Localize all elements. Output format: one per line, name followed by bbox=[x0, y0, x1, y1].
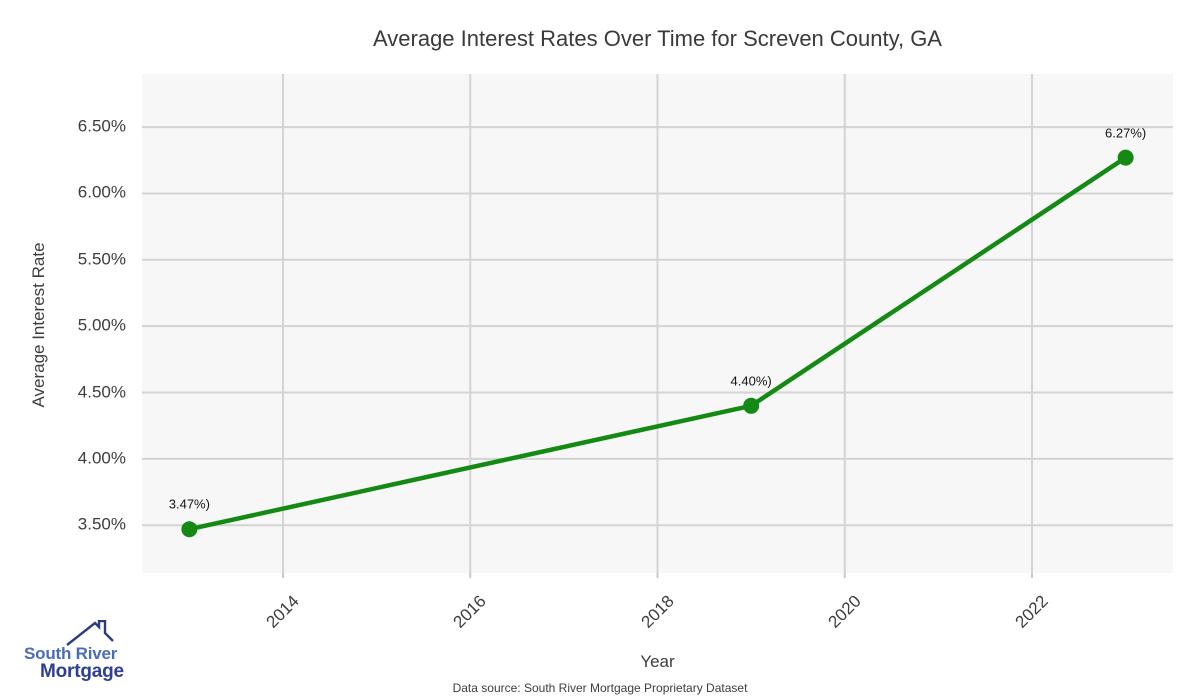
x-axis-title: Year bbox=[640, 652, 675, 671]
plot-area: 3.47%) 4.40%) 6.27%) bbox=[142, 74, 1173, 578]
y-tick-label: 4.00% bbox=[77, 448, 126, 468]
line-chart-svg bbox=[142, 74, 1173, 578]
logo-text-line2: Mortgage bbox=[40, 661, 124, 682]
point-annotation: 6.27%) bbox=[1105, 125, 1147, 141]
point-marker bbox=[1117, 149, 1134, 166]
point-marker bbox=[181, 521, 198, 538]
point-marker bbox=[743, 397, 760, 414]
y-axis-title: Average Interest Rate bbox=[29, 242, 48, 408]
y-tick-label: 3.50% bbox=[77, 514, 126, 534]
x-tick-label: 2020 bbox=[824, 591, 865, 632]
y-tick-label: 6.50% bbox=[77, 116, 126, 136]
y-tick-label: 6.00% bbox=[77, 183, 126, 203]
y-tick-label: 5.00% bbox=[77, 315, 126, 335]
y-tick-label: 4.50% bbox=[77, 382, 126, 402]
y-tick-label: 5.50% bbox=[77, 249, 126, 269]
house-roof-icon bbox=[66, 620, 114, 646]
x-tick-label: 2014 bbox=[262, 591, 303, 632]
point-annotation: 4.40%) bbox=[730, 373, 772, 389]
x-tick-label: 2018 bbox=[637, 591, 678, 632]
logo: South River Mortgage bbox=[24, 620, 124, 690]
x-tick-label: 2016 bbox=[449, 591, 490, 632]
point-annotation: 3.47%) bbox=[168, 496, 210, 512]
chart-title: Average Interest Rates Over Time for Scr… bbox=[373, 26, 942, 51]
x-tick-label: 2022 bbox=[1011, 591, 1052, 632]
data-source-note: Data source: South River Mortgage Propri… bbox=[452, 681, 748, 695]
logo-text-line1: South River bbox=[24, 644, 118, 663]
